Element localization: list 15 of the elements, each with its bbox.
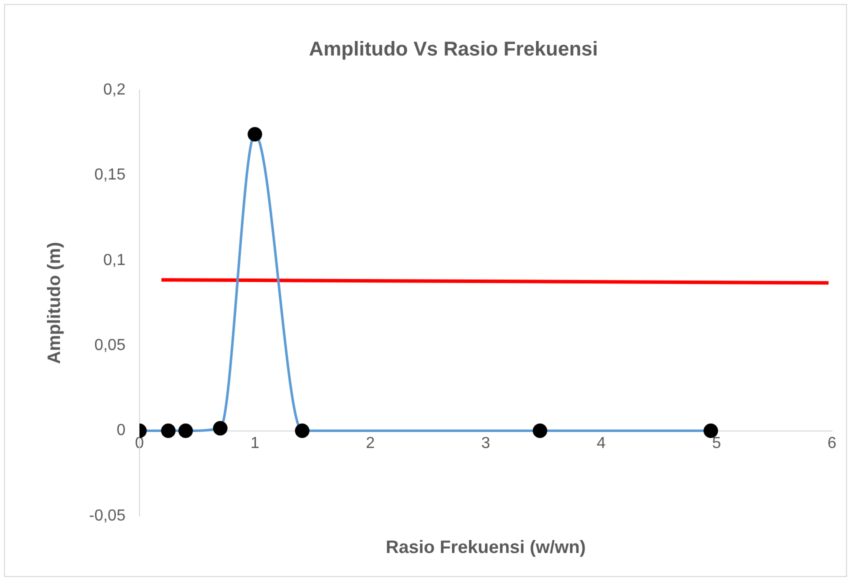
x-tick-label: 3 (481, 434, 490, 452)
chart-title: Amplitudo Vs Rasio Frekuensi (309, 38, 598, 61)
y-tick-label: 0,05 (94, 337, 126, 354)
y-tick-label: -0,05 (89, 507, 126, 524)
y-tick-label: 0,2 (103, 81, 126, 98)
x-tick-label: 5 (712, 434, 722, 452)
x-tick-label: 4 (596, 434, 606, 452)
y-tick-label: 0,15 (94, 166, 126, 184)
y-axis-title: Amplitudo (m) (44, 242, 64, 364)
x-axis-title: Rasio Frekuensi (w/wn) (386, 536, 586, 557)
x-tick-label: 2 (366, 434, 375, 452)
y-tick-label: 0,1 (103, 252, 126, 269)
y-tick-label: 0 (116, 422, 126, 440)
x-tick-label: 6 (828, 434, 837, 452)
x-tick-label: 1 (250, 434, 260, 452)
